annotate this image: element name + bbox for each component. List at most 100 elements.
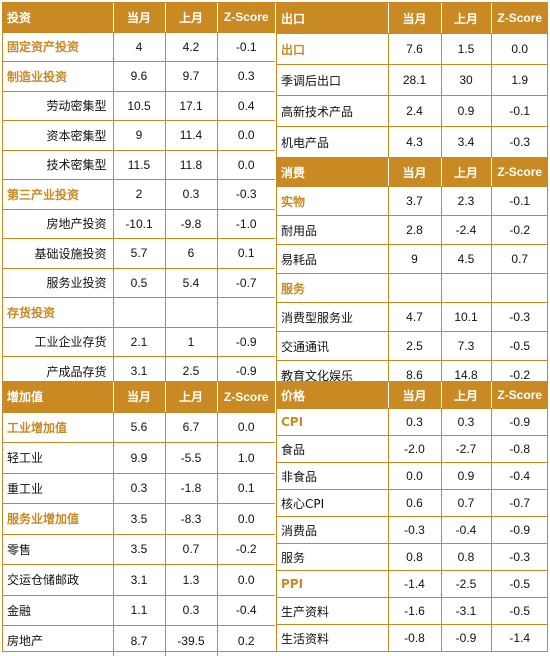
previous-value: 0.9 [440, 462, 491, 490]
section-title: 价格 [277, 382, 388, 409]
row-label: 固定资产投资 [3, 32, 113, 62]
current-value: 2.4 [387, 95, 441, 127]
table-row: 交运仓储邮政 3.1 1.3 0.0 [3, 564, 275, 596]
current-value: 2.1 [112, 327, 165, 357]
row-label: 金融 [3, 595, 113, 626]
col-previous-month: 上月 [440, 157, 491, 187]
row-label: 制造业投资 [3, 61, 113, 92]
z-score-value: -0.2 [216, 534, 275, 565]
table-row: CPI 0.3 0.3 -0.9 [277, 408, 548, 436]
z-score-value: -1.4 [490, 624, 548, 651]
col-current-month: 当月 [387, 157, 441, 187]
z-score-value: 0.3 [216, 61, 275, 92]
current-value: -10.1 [112, 209, 165, 239]
current-value: 0.8 [387, 543, 441, 571]
previous-value: 4.5 [440, 244, 491, 274]
row-label: 食品 [277, 435, 388, 463]
table-row: 产成品存货 3.1 2.5 -0.9 [3, 356, 275, 386]
current-value: 2.5 [387, 331, 441, 361]
current-value: -0.8 [387, 624, 441, 651]
row-label: 出口 [277, 33, 388, 65]
table-row: 重工业 0.3 -1.8 0.1 [3, 473, 275, 504]
row-label: 劳动密集型 [3, 91, 113, 121]
table-row: 消费品 -0.3 -0.4 -0.9 [277, 516, 548, 544]
prices-header-row: 价格 当月 上月 Z-Score [277, 382, 548, 409]
previous-value [440, 273, 491, 303]
value-added-header-row: 增加值 当月 上月 Z-Score [3, 382, 275, 413]
row-label: 服务 [277, 273, 388, 303]
current-value: 10.5 [112, 91, 165, 121]
z-score-value: -0.5 [490, 597, 548, 625]
row-label: 工业增加值 [3, 412, 113, 443]
previous-value: 1.3 [164, 564, 217, 596]
table-row: 高新技术产品 2.4 0.9 -0.1 [277, 95, 548, 127]
previous-value [164, 297, 217, 328]
z-score-value: 0.4 [216, 91, 275, 121]
previous-value: 1 [164, 327, 217, 357]
previous-value: 6.7 [164, 412, 217, 443]
current-value: -0.3 [387, 516, 441, 544]
table-row: 非食品 0.0 0.9 -0.4 [277, 462, 548, 490]
z-score-value: -0.2 [490, 215, 548, 245]
panel-prices: 价格 当月 上月 Z-Score CPI 0.3 0.3 -0.9 食品 -2.0 -2.7 -0.8… [276, 381, 548, 651]
table-row: 房地产 8.7 -39.5 0.2 [3, 625, 275, 656]
current-value: 1.1 [112, 595, 165, 626]
current-value: 3.7 [387, 186, 441, 216]
current-value: 4.7 [387, 302, 441, 332]
previous-value: 17.1 [164, 91, 217, 121]
current-value: 4 [112, 32, 165, 62]
current-value: 5.7 [112, 238, 165, 269]
z-score-value: -1.0 [216, 209, 275, 239]
current-value [112, 297, 165, 328]
table-row: 核心CPI 0.6 0.7 -0.7 [277, 489, 548, 517]
row-label: 轻工业 [3, 442, 113, 474]
table-row: 耐用品 2.8 -2.4 -0.2 [277, 215, 548, 245]
z-score-value: -0.4 [216, 595, 275, 626]
table-row: 制造业投资 9.6 9.7 0.3 [3, 61, 275, 92]
current-value [387, 273, 441, 303]
section-title: 出口 [277, 3, 388, 34]
z-score-value: 0.1 [216, 473, 275, 504]
previous-value: 0.3 [440, 408, 491, 436]
previous-value: -1.8 [164, 473, 217, 504]
current-value: 5.6 [112, 412, 165, 443]
investment-header-row: 投资 当月 上月 Z-Score [3, 3, 275, 33]
table-row: 第三产业投资 2 0.3 -0.3 [3, 179, 275, 210]
table-row: 生产资料 -1.6 -3.1 -0.5 [277, 597, 548, 625]
z-score-value: -0.9 [216, 356, 275, 386]
row-label: 生产资料 [277, 597, 388, 625]
row-label: 核心CPI [277, 489, 388, 517]
z-score-value: 1.0 [216, 442, 275, 474]
col-z-score: Z-Score [490, 3, 548, 34]
row-label: PPI [277, 570, 388, 598]
consumption-header-row: 消费 当月 上月 Z-Score [277, 157, 548, 187]
section-title: 增加值 [3, 382, 113, 413]
previous-value: 0.7 [440, 489, 491, 517]
z-score-value: -0.9 [490, 408, 548, 436]
previous-value: 11.4 [164, 120, 217, 151]
row-label: 房地产投资 [3, 209, 113, 239]
table-row: 工业增加值 5.6 6.7 0.0 [3, 412, 275, 443]
row-label: 消费品 [277, 516, 388, 544]
section-title: 投资 [3, 3, 113, 33]
table-row: 实物 3.7 2.3 -0.1 [277, 186, 548, 216]
previous-value: 5.4 [164, 268, 217, 298]
z-score-value: -0.3 [216, 179, 275, 210]
row-label: 生活资料 [281, 631, 330, 646]
z-score-value: -0.3 [490, 126, 548, 158]
section-title: 消费 [277, 157, 388, 187]
row-label: 重工业 [3, 473, 113, 504]
current-value: -2.0 [387, 435, 441, 463]
previous-value: 0.7 [164, 534, 217, 565]
row-label: 服务业增加值 [3, 503, 113, 535]
previous-value: -5.5 [164, 442, 217, 474]
current-value: -1.6 [387, 597, 441, 625]
previous-value: 30 [440, 64, 491, 96]
current-value: 3.1 [112, 356, 165, 386]
col-current-month: 当月 [112, 3, 165, 33]
col-previous-month: 上月 [164, 3, 217, 33]
previous-value: 3.4 [440, 126, 491, 158]
row-label: 耐用品 [277, 215, 388, 245]
previous-value: 9.7 [164, 61, 217, 92]
